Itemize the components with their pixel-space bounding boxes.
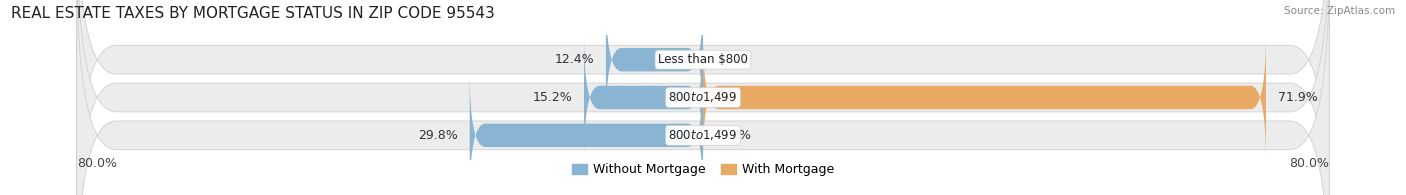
Text: 80.0%: 80.0%: [77, 157, 117, 170]
Text: 80.0%: 80.0%: [1289, 157, 1329, 170]
FancyBboxPatch shape: [606, 0, 703, 124]
FancyBboxPatch shape: [470, 71, 703, 195]
Text: 0.0%: 0.0%: [718, 53, 751, 66]
Text: 12.4%: 12.4%: [554, 53, 595, 66]
Text: REAL ESTATE TAXES BY MORTGAGE STATUS IN ZIP CODE 95543: REAL ESTATE TAXES BY MORTGAGE STATUS IN …: [11, 6, 495, 21]
Text: Source: ZipAtlas.com: Source: ZipAtlas.com: [1284, 6, 1395, 16]
Text: 15.2%: 15.2%: [533, 91, 572, 104]
FancyBboxPatch shape: [77, 0, 1329, 195]
Text: 29.8%: 29.8%: [418, 129, 458, 142]
FancyBboxPatch shape: [703, 34, 1265, 161]
Text: $800 to $1,499: $800 to $1,499: [668, 128, 738, 142]
FancyBboxPatch shape: [77, 0, 1329, 195]
Text: $800 to $1,499: $800 to $1,499: [668, 90, 738, 105]
Text: Less than $800: Less than $800: [658, 53, 748, 66]
Text: 0.0%: 0.0%: [718, 129, 751, 142]
FancyBboxPatch shape: [583, 34, 703, 161]
Legend: Without Mortgage, With Mortgage: Without Mortgage, With Mortgage: [572, 163, 834, 176]
FancyBboxPatch shape: [77, 0, 1329, 195]
Text: 71.9%: 71.9%: [1278, 91, 1317, 104]
